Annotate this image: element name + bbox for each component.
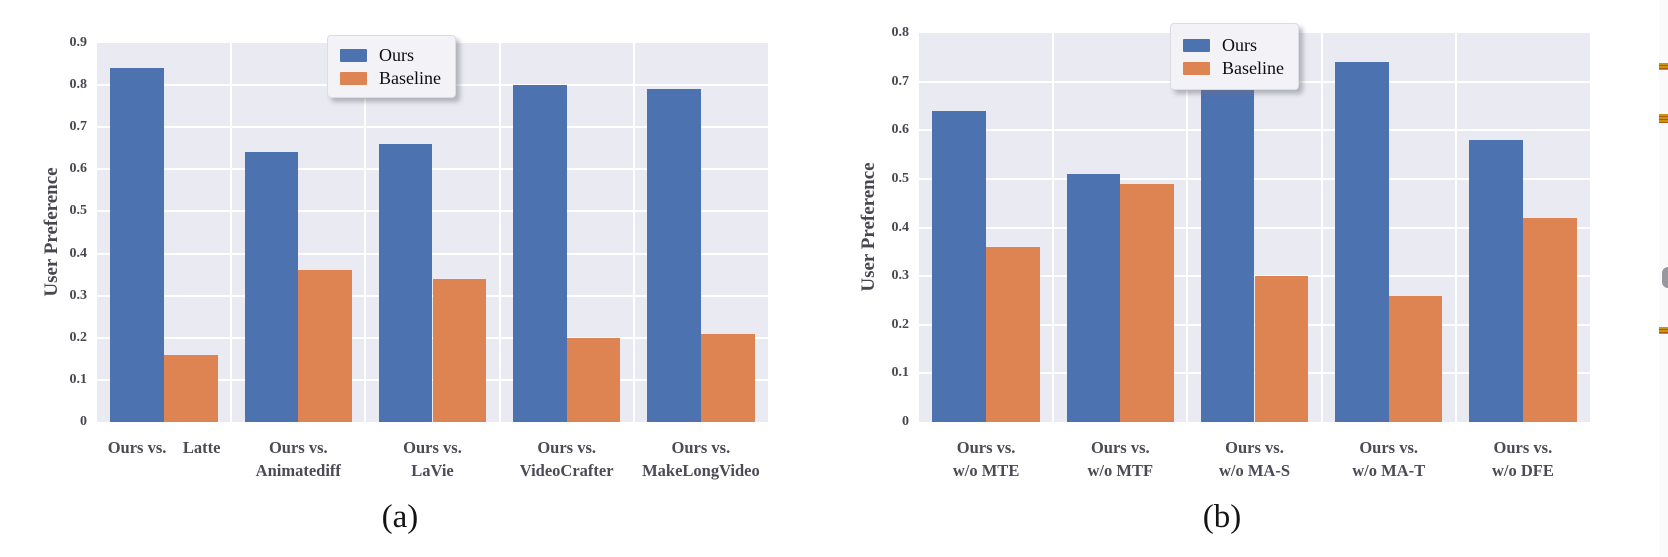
y-axis-tick-label: 0.5	[69, 203, 88, 219]
bar-ours-1	[244, 152, 299, 422]
bar-baseline-2	[1254, 276, 1309, 422]
x-axis-tick-label: Ours vs. w/o MTE	[952, 438, 1020, 480]
gridline-vertical	[498, 43, 501, 422]
gridline-vertical	[1052, 33, 1055, 422]
legend-swatch-baseline	[1183, 61, 1210, 75]
y-axis-tick-label: 0.8	[69, 77, 88, 93]
y-axis-tick-label: 0.9	[69, 35, 88, 50]
gridline-horizontal	[919, 226, 1590, 229]
y-axis-label: User Preference	[858, 161, 879, 292]
x-axis-tick-label: Ours vs. w/o DFE	[1491, 438, 1554, 480]
bar-ours-2	[1200, 81, 1255, 422]
bar-ours-4	[647, 89, 701, 422]
y-axis-tick-label: 0.3	[891, 268, 910, 284]
x-axis-tick-label: Ours vs. w/o MTF	[1087, 438, 1154, 480]
bar-baseline-3	[566, 337, 621, 422]
legend-entry: Ours	[340, 45, 441, 65]
y-axis-tick-label: 0	[902, 414, 909, 429]
gridline-horizontal	[97, 168, 768, 171]
x-axis-tick-label: Ours vs. w/o MA-S	[1218, 438, 1291, 480]
x-axis-tick-label: Ours vs. Animatediff	[255, 438, 341, 480]
y-axis-tick-label: 0.7	[69, 119, 88, 135]
x-axis-tick-label: Ours vs. LaVie	[403, 438, 462, 480]
gridline-vertical	[230, 43, 233, 422]
gridline-horizontal	[97, 126, 768, 129]
legend-swatch-ours	[1183, 38, 1210, 52]
bar-ours-0	[110, 68, 165, 422]
gridline-horizontal	[97, 252, 768, 255]
bar-baseline-1	[298, 270, 352, 422]
legend-swatch-ours	[340, 48, 367, 62]
bar-ours-3	[513, 85, 567, 422]
x-axis-tick-label: Ours vs. VideoCrafter	[519, 438, 614, 480]
gridline-horizontal	[97, 210, 768, 213]
bar-ours-2	[378, 144, 433, 422]
y-axis-tick-label: 0.6	[891, 122, 910, 138]
legend-entry-label: Ours	[1222, 35, 1257, 55]
subfigure-caption-a: (a)	[381, 499, 419, 535]
y-axis-tick-label: 0.1	[69, 371, 88, 387]
y-axis-tick-label: 0.5	[891, 170, 910, 186]
bar-ours-3	[1335, 62, 1389, 422]
bar-ours-0	[932, 110, 987, 422]
bar-baseline-1	[1120, 183, 1174, 422]
bar-baseline-4	[700, 333, 755, 422]
y-axis-tick-label: 0.4	[891, 219, 910, 235]
y-axis-tick-label: 0.1	[891, 365, 910, 381]
x-axis-tick-label: Ours vs. w/o MA-T	[1352, 438, 1426, 480]
bar-ours-1	[1066, 174, 1121, 422]
gridline-horizontal	[919, 129, 1590, 132]
x-axis-tick-label: Ours vs. Latte	[107, 438, 221, 457]
bar-baseline-2	[432, 278, 487, 422]
legend-swatch-baseline	[340, 71, 367, 85]
legend-entry: Ours	[1183, 35, 1284, 55]
legend-entry: Baseline	[1183, 58, 1284, 78]
scroll-handle[interactable]	[1662, 267, 1668, 288]
y-axis-tick-label: 0.2	[891, 316, 910, 332]
legend-entry-label: Ours	[379, 45, 414, 65]
legend-entry-label: Baseline	[379, 68, 441, 88]
x-axis-tick-label: Ours vs. MakeLongVideo	[642, 438, 760, 480]
gridline-vertical	[364, 43, 367, 422]
bar-baseline-3	[1388, 295, 1443, 422]
y-axis-tick-label: 0.3	[69, 287, 88, 303]
bar-baseline-0	[986, 246, 1040, 422]
y-axis-tick-label: 0	[80, 414, 87, 429]
legend-entry-label: Baseline	[1222, 58, 1284, 78]
legend-entry: Baseline	[340, 68, 441, 88]
gridline-horizontal	[919, 177, 1590, 180]
gridline-vertical	[1320, 33, 1323, 422]
gridline-vertical	[1454, 33, 1457, 422]
subfigure-caption-b: (b)	[1202, 499, 1242, 535]
y-axis-tick-label: 0.2	[69, 329, 88, 345]
bar-ours-4	[1469, 139, 1523, 422]
gridline-vertical	[1186, 33, 1189, 422]
bar-baseline-4	[1522, 217, 1577, 422]
legend-b: Ours Baseline	[1170, 23, 1299, 90]
gridline-vertical	[632, 43, 635, 422]
legend-a: Ours Baseline	[327, 35, 456, 98]
y-axis-tick-label: 0.4	[69, 245, 88, 261]
y-axis-tick-label: 0.8	[891, 25, 910, 40]
y-axis-tick-label: 0.7	[891, 73, 910, 89]
y-axis-tick-label: 0.6	[69, 161, 88, 177]
bar-baseline-0	[164, 354, 218, 422]
